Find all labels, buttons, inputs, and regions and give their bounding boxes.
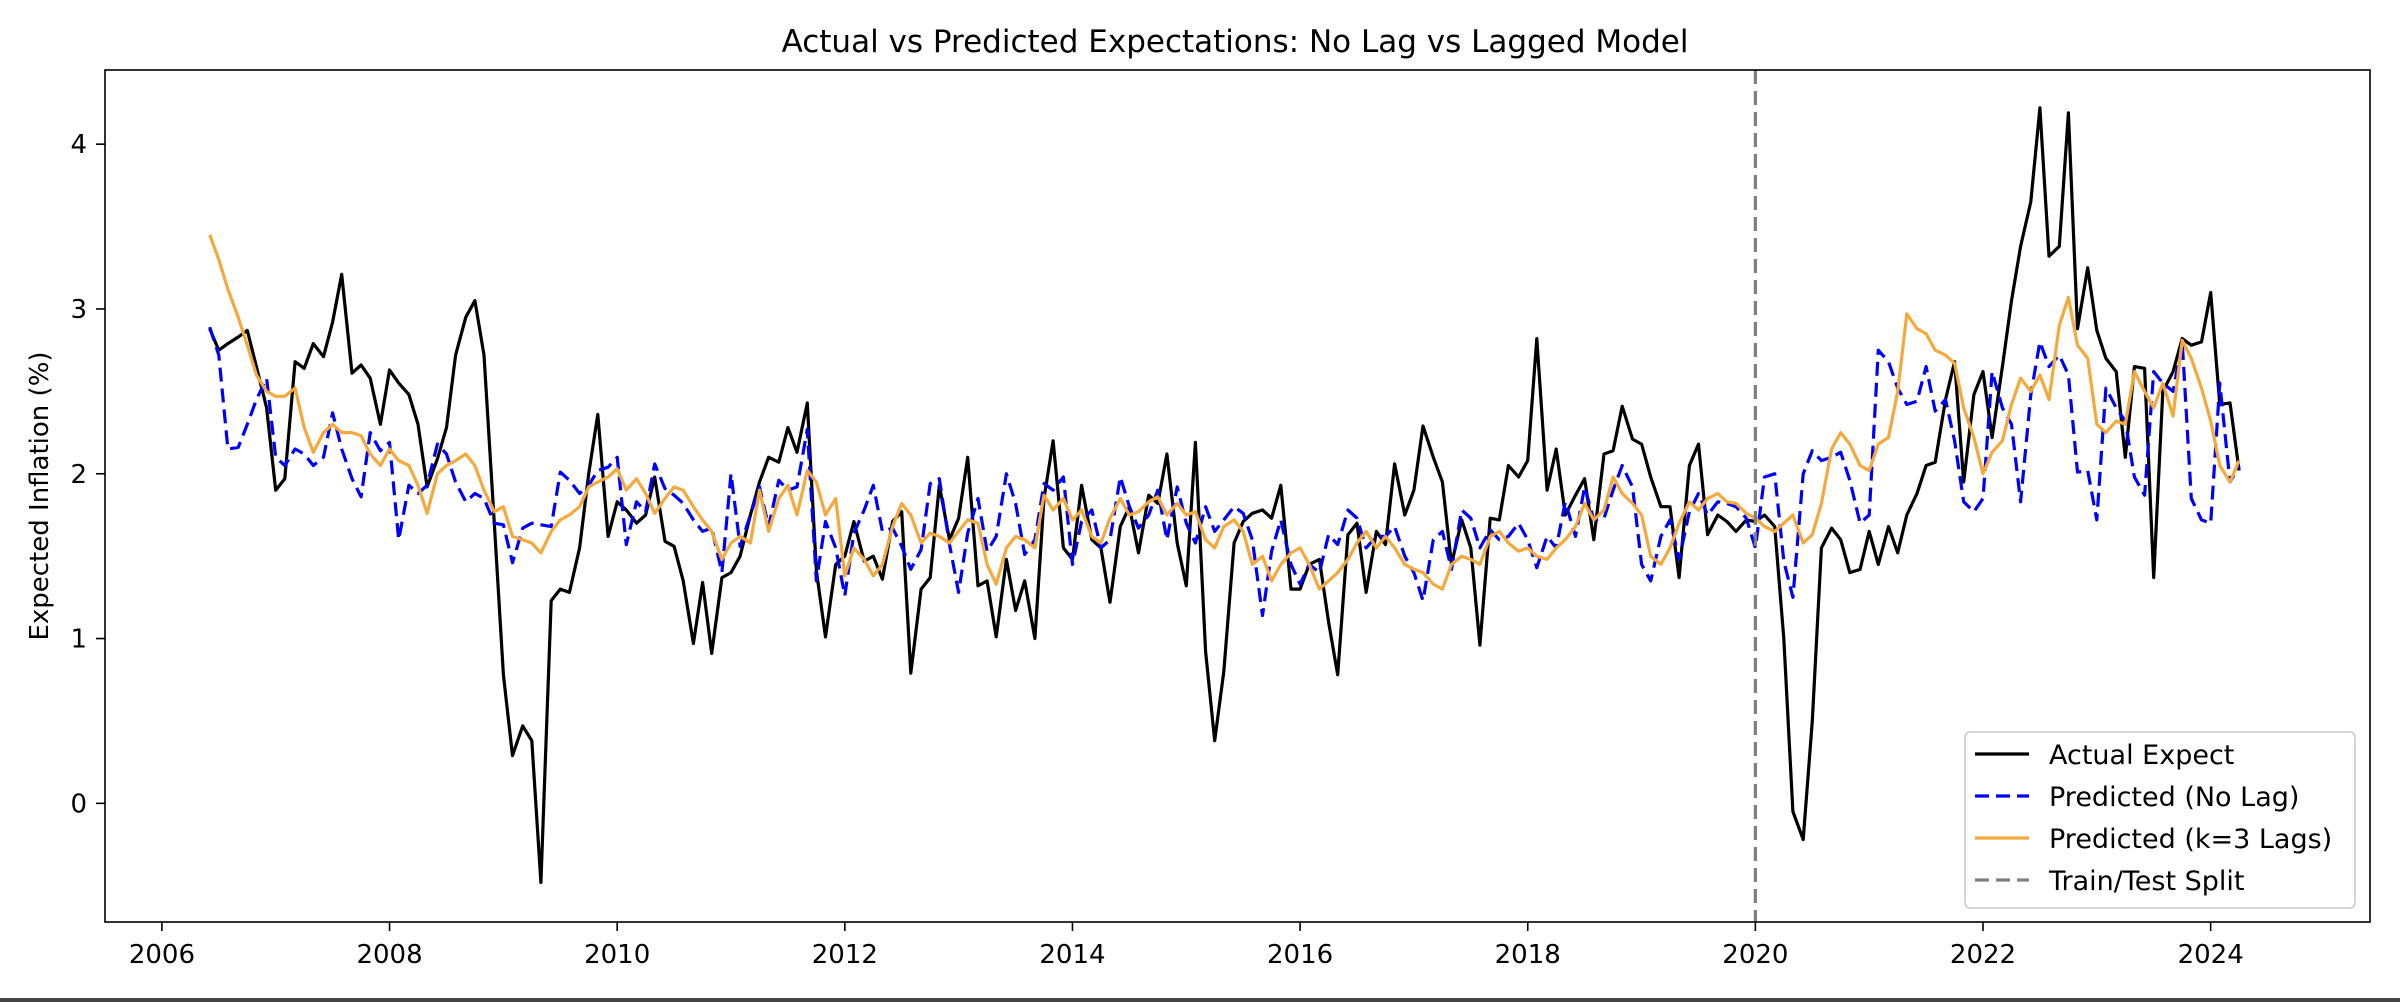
legend-label-train-test-split: Train/Test Split [2048,866,2245,897]
y-tick-label: 4 [70,130,87,160]
legend-box [1964,731,2356,909]
x-tick-label: 2012 [812,940,878,970]
y-axis-label: Expected Inflation (%) [25,351,55,640]
x-tick-label: 2024 [2178,940,2244,970]
plot-frame [104,69,2371,923]
legend-label-predicted-no-lag: Predicted (No Lag) [2049,782,2299,813]
series-line-predicted-no-lag [208,326,2241,618]
legend-label-actual-expect: Actual Expect [2049,740,2234,771]
chart-title: Actual vs Predicted Expectations: No Lag… [782,24,1689,60]
legend: Actual Expect Predicted (No Lag) Predicted… [1964,731,2356,909]
series-line-predicted-k-3-lags [208,234,2241,591]
series-layer [208,70,2241,922]
x-tick-label: 2016 [1267,940,1333,970]
axes-layer: 2006 2008 2010 2012 2014 2016 2018 2020 2022 2024… [70,69,2371,970]
x-tick-label: 2022 [1950,940,2016,970]
x-tick-label: 2010 [584,940,650,970]
bottom-border [0,998,2400,1002]
x-tick-label: 2020 [1722,940,1788,970]
x-tick-label: 2008 [356,940,422,970]
y-tick-label: 3 [70,295,87,325]
y-tick-label: 2 [70,460,87,490]
series-line-actual-expect [208,106,2241,884]
x-tick-label: 2014 [1039,940,1105,970]
y-tick-label: 1 [70,625,87,655]
x-tick-label: 2018 [1495,940,1561,970]
legend-label-predicted-k-3-lags: Predicted (k=3 Lags) [2049,824,2332,855]
x-tick-label: 2006 [129,940,195,970]
y-tick-label: 0 [70,789,87,819]
